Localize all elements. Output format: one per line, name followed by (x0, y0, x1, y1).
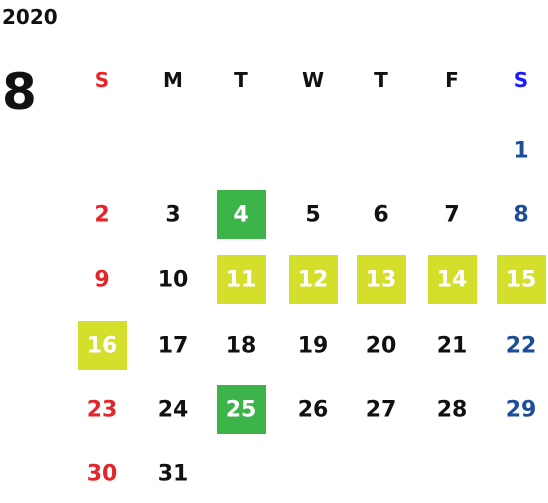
day: 3 (165, 203, 180, 228)
day: 2 (94, 203, 109, 228)
day: 16 (87, 334, 118, 359)
day: 22 (506, 334, 537, 359)
day: 26 (298, 398, 329, 423)
day: 17 (158, 334, 189, 359)
day-highlight (217, 190, 266, 239)
day: 11 (226, 268, 257, 293)
day: 20 (366, 334, 397, 359)
day: 24 (158, 398, 189, 423)
day: 5 (305, 203, 320, 228)
day-highlight (428, 255, 477, 304)
day: 25 (226, 398, 257, 423)
weekday: M (163, 68, 183, 92)
year: 2020 (2, 5, 58, 29)
day-highlight (289, 255, 338, 304)
weekday: T (374, 68, 388, 92)
weekday: W (302, 68, 324, 92)
day: 1 (513, 139, 528, 164)
day: 21 (437, 334, 468, 359)
day: 8 (513, 203, 528, 228)
day: 28 (437, 398, 468, 423)
day-highlight (217, 385, 266, 434)
weekday: T (234, 68, 248, 92)
day-highlight (357, 255, 406, 304)
day: 13 (366, 268, 397, 293)
day: 18 (226, 334, 257, 359)
weekday: S (95, 68, 109, 92)
day: 15 (506, 268, 537, 293)
day-highlight (78, 321, 127, 370)
day: 27 (366, 398, 397, 423)
day-highlight (497, 255, 546, 304)
day: 7 (444, 203, 459, 228)
weekday: S (514, 68, 528, 92)
day: 31 (158, 462, 189, 487)
weekday: F (445, 68, 459, 92)
day-highlight (217, 255, 266, 304)
day: 30 (87, 462, 118, 487)
day: 23 (87, 398, 118, 423)
day: 6 (373, 203, 388, 228)
day: 14 (437, 268, 468, 293)
day: 9 (94, 268, 109, 293)
day: 29 (506, 398, 537, 423)
day: 19 (298, 334, 329, 359)
day: 12 (298, 268, 329, 293)
month: 8 (2, 63, 37, 121)
day: 10 (158, 268, 189, 293)
day: 4 (233, 203, 248, 228)
